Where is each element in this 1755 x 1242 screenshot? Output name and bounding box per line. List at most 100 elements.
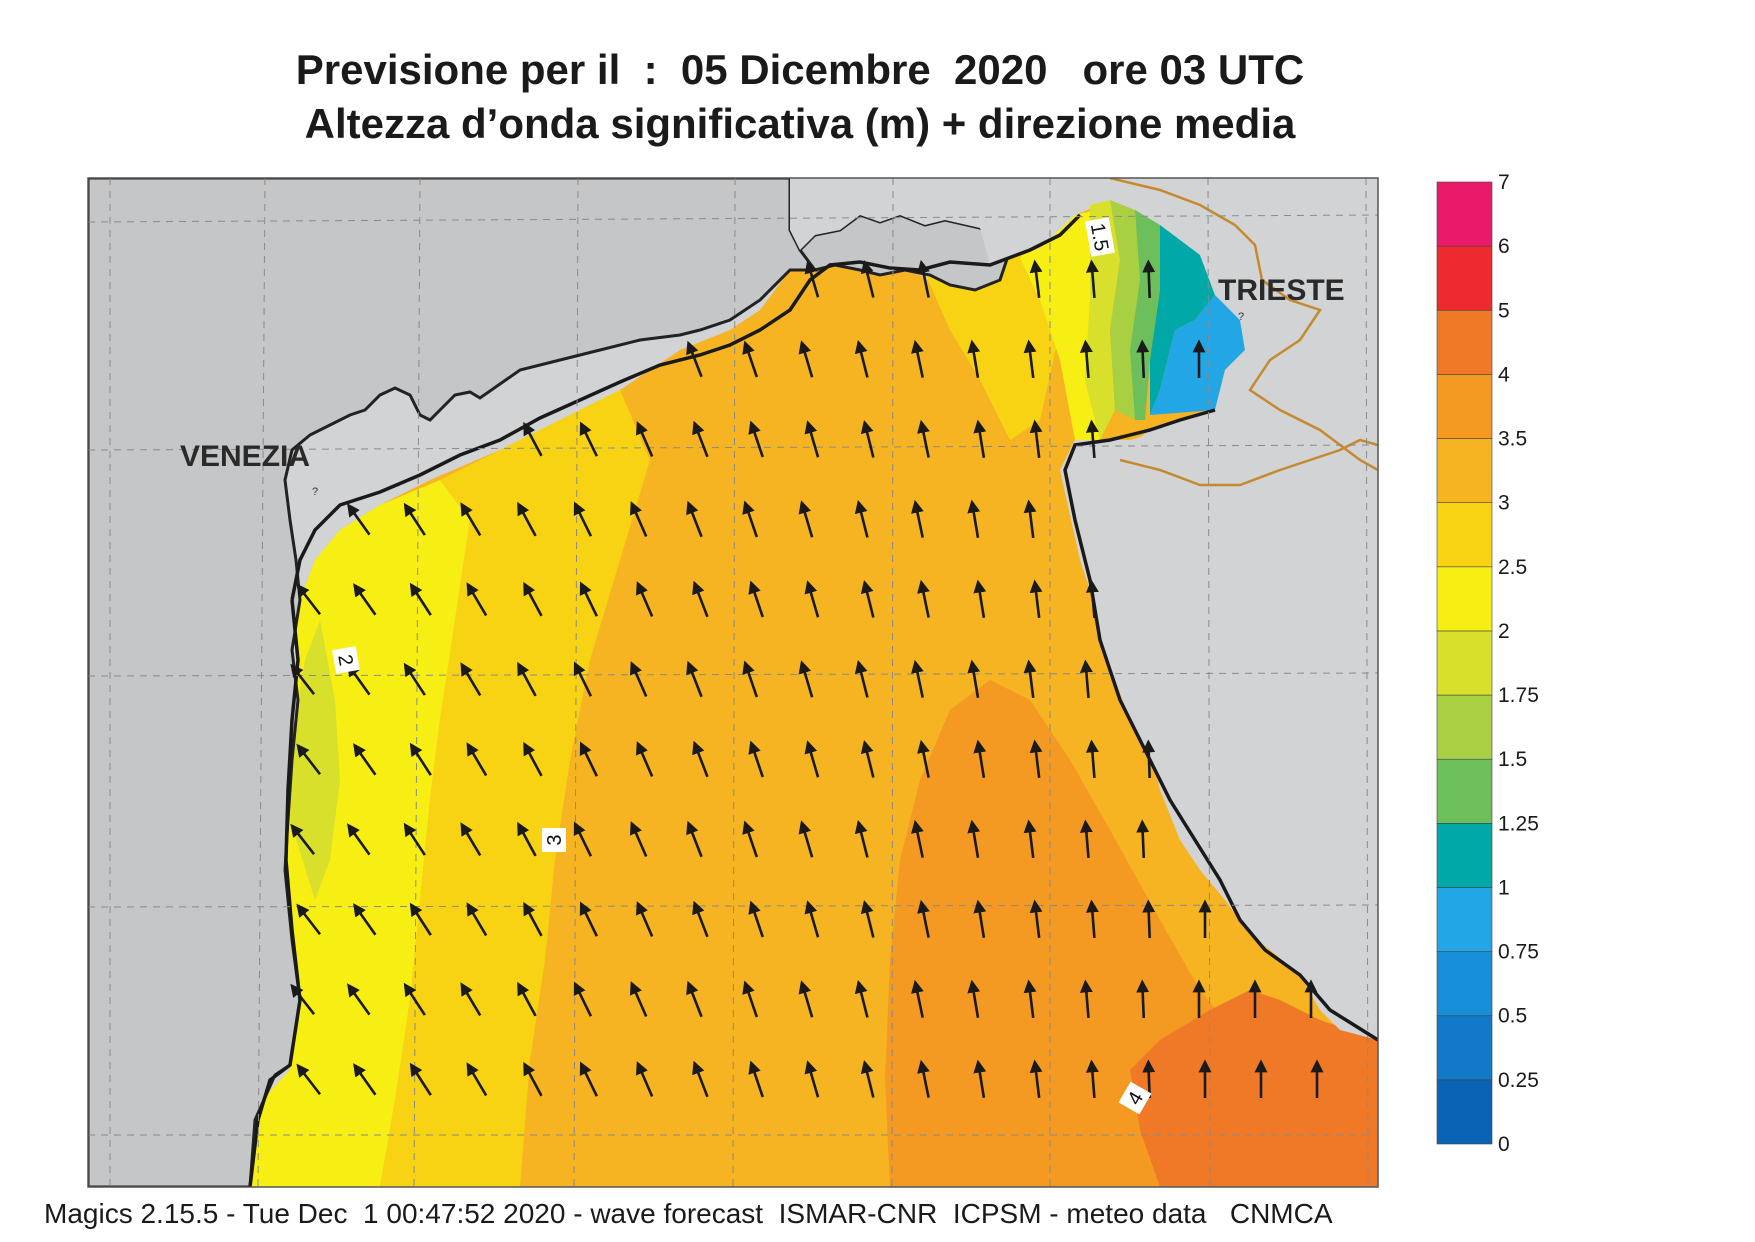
wave-direction-arrow — [917, 259, 930, 298]
color-scale-swatch — [1436, 1015, 1493, 1081]
wave-direction-arrow — [686, 980, 703, 1018]
wave-direction-arrow — [917, 899, 930, 938]
contour-label-4: 4 — [1118, 1081, 1152, 1115]
wave-direction-arrow — [854, 980, 869, 1018]
wave-direction-arrow — [1142, 899, 1156, 939]
wave-direction-arrow — [1142, 739, 1156, 779]
wave-direction-arrow — [347, 503, 371, 536]
wave-direction-arrow — [967, 339, 981, 378]
wave-direction-arrow — [1085, 579, 1099, 619]
wave-direction-arrow — [636, 741, 654, 778]
wave-direction-arrow — [804, 420, 820, 458]
wave-direction-arrow — [403, 822, 426, 856]
wave-direction-arrow — [409, 582, 432, 616]
wave-direction-arrow — [917, 1059, 930, 1098]
wave-direction-arrow — [692, 900, 709, 938]
wave-direction-arrow — [517, 821, 537, 857]
wave-direction-arrow — [353, 583, 377, 616]
wave-direction-arrow — [296, 1063, 322, 1096]
wave-direction-arrow — [1029, 259, 1043, 299]
footer-credits: Magics 2.15.5 - Tue Dec 1 00:47:52 2020 … — [44, 1198, 1333, 1229]
color-scale-label: 2 — [1498, 620, 1510, 643]
color-scale-label: 1 — [1498, 876, 1510, 899]
wave-direction-arrow — [573, 821, 593, 857]
wave-direction-arrow — [1085, 419, 1099, 459]
wave-direction-arrow — [296, 903, 322, 936]
wave-direction-arrow — [804, 1060, 820, 1098]
color-scale-label: 1.75 — [1498, 684, 1539, 707]
wave-direction-arrow — [573, 501, 593, 537]
wave-direction-arrow — [523, 581, 543, 617]
wave-direction-arrow — [1142, 1059, 1156, 1099]
wave-direction-arrow — [466, 742, 488, 777]
wave-direction-arrow — [1085, 259, 1099, 299]
wave-direction-arrow — [686, 500, 703, 538]
color-scale-label: 1.25 — [1498, 812, 1539, 835]
wave-direction-arrow — [911, 659, 924, 698]
color-scale-label: 4 — [1498, 363, 1510, 386]
wave-direction-arrow — [860, 740, 875, 778]
map-border — [87, 177, 1379, 1188]
wave-direction-arrow — [629, 981, 648, 1018]
wave-direction-arrow — [579, 741, 599, 777]
wave-direction-arrow — [748, 420, 765, 458]
wave-direction-arrow — [854, 820, 869, 858]
wave-direction-arrow — [1023, 499, 1037, 539]
color-scale-swatch — [1436, 887, 1493, 952]
wave-direction-arrow — [860, 420, 875, 458]
wave-direction-arrow — [466, 1062, 488, 1097]
wave-direction-arrow — [1079, 979, 1093, 1019]
color-scale-swatch — [1436, 374, 1493, 439]
wave-direction-arrow — [1079, 659, 1093, 699]
wave-direction-arrow — [1079, 339, 1093, 379]
wave-direction-arrow — [917, 739, 930, 778]
wave-direction-arrow — [1029, 1059, 1043, 1099]
wave-direction-arrow — [748, 740, 765, 778]
band-2-2.5 — [250, 480, 470, 1187]
wave-direction-arrow — [973, 739, 987, 778]
city-label-trieste: TRIESTE — [1218, 274, 1345, 307]
wave-direction-arrow — [409, 742, 432, 776]
wave-direction-arrow — [1142, 259, 1156, 299]
wave-direction-arrow — [636, 901, 654, 938]
contour-label-1.5: 1.5 — [1085, 217, 1115, 257]
color-scale-swatch — [1436, 823, 1493, 888]
color-scale-label: 3.5 — [1498, 428, 1527, 451]
wave-direction-arrow — [854, 500, 869, 538]
wave-direction-arrow — [686, 660, 703, 698]
wave-direction-arrow — [347, 983, 371, 1016]
wave-direction-arrow — [1085, 739, 1099, 779]
wave-direction-arrow — [523, 1061, 543, 1097]
color-scale-label: 0 — [1498, 1133, 1510, 1156]
coastline-north — [290, 213, 1082, 601]
wave-direction-arrow — [1136, 339, 1150, 379]
wave-direction-arrow — [911, 499, 924, 538]
wave-direction-arrow — [854, 660, 869, 698]
contour-label-2: 2 — [332, 646, 360, 674]
wave-direction-arrow — [742, 820, 759, 858]
trieste-marker: ? — [1238, 311, 1244, 323]
wave-direction-arrow — [579, 581, 599, 617]
venezia-marker: ? — [312, 486, 318, 498]
wave-direction-arrow — [967, 659, 981, 698]
color-scale-swatch — [1436, 951, 1493, 1017]
coastline-west — [248, 599, 302, 1187]
wave-direction-arrow — [804, 740, 820, 778]
city-label-venezia: VENEZIA — [180, 440, 310, 473]
graticule — [88, 178, 1378, 1187]
border-line-south — [1119, 438, 1378, 487]
wave-direction-arrow — [290, 663, 316, 696]
wave-direction-arrow — [973, 899, 987, 938]
map-title-line2: Altezza d’onda significativa (m) + direz… — [304, 100, 1296, 147]
color-scale-swatch — [1436, 181, 1493, 247]
wave-direction-arrow — [742, 980, 759, 1018]
wave-direction-arrow — [692, 580, 709, 618]
color-scale-swatch — [1436, 566, 1493, 632]
wave-direction-arrow — [742, 500, 759, 538]
wave-direction-arrow — [973, 579, 987, 618]
wave-direction-arrow — [629, 501, 648, 538]
wave-direction-arrow — [347, 823, 371, 856]
wave-direction-arrow — [636, 1061, 654, 1098]
wave-direction-arrow — [748, 1060, 765, 1098]
wave-direction-arrow — [1029, 739, 1043, 779]
